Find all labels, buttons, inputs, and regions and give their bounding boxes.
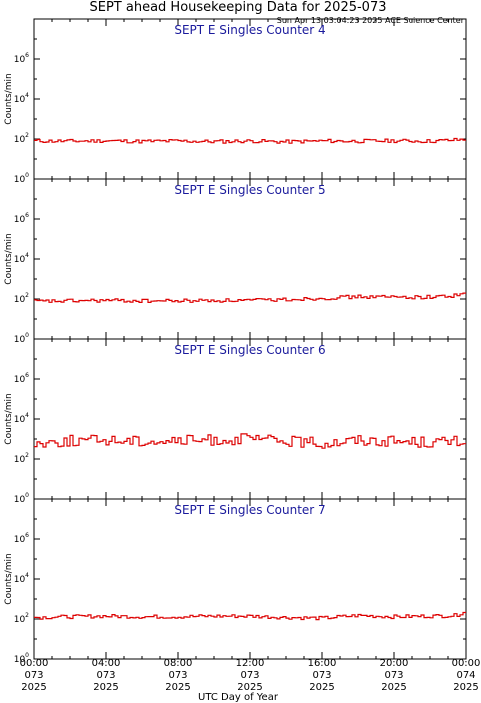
x-tick-label: 16:00 [308, 658, 337, 669]
x-tick-label: 073 [96, 670, 115, 681]
y-tick-label: 106 [14, 212, 29, 225]
x-tick-label: 04:00 [92, 658, 121, 669]
x-tick-label: 00:00 [20, 658, 49, 669]
x-tick-label: 073 [384, 670, 403, 681]
y-axis-label: Counts/min [4, 233, 14, 284]
x-tick-label: 2025 [381, 682, 406, 693]
y-tick-label: 100 [14, 652, 29, 665]
y-tick-label: 102 [14, 292, 29, 305]
y-tick-label: 102 [14, 452, 29, 465]
x-tick-label: 12:00 [236, 658, 265, 669]
plot-frame [33, 498, 467, 660]
y-tick-label: 100 [14, 332, 29, 345]
y-tick-label: 106 [14, 52, 29, 65]
x-tick-label: 20:00 [380, 658, 409, 669]
panel-title: SEPT E Singles Counter 4 [174, 23, 325, 37]
x-tick-label: 073 [312, 670, 331, 681]
data-series-line [34, 433, 466, 449]
x-tick-label: 074 [456, 670, 475, 681]
panel-title: SEPT E Singles Counter 5 [174, 183, 325, 197]
x-tick-label: 073 [240, 670, 259, 681]
plot-frame [33, 338, 467, 500]
y-axis-label: Counts/min [4, 393, 14, 444]
y-tick-label: 100 [14, 172, 29, 185]
data-series-line [34, 137, 466, 144]
y-tick-label: 102 [14, 612, 29, 625]
y-axis-label: Counts/min [4, 553, 14, 604]
x-tick-label: 2025 [165, 682, 190, 693]
x-tick-label: 2025 [93, 682, 118, 693]
timestamp-label: Sun Apr 13 03:04:23 2025 ACE Science Cen… [277, 16, 465, 25]
x-tick-label: 00:00 [452, 658, 481, 669]
x-tick-label: 08:00 [164, 658, 193, 669]
panel-title: SEPT E Singles Counter 6 [174, 343, 325, 357]
x-tick-label: 2025 [237, 682, 262, 693]
y-tick-label: 102 [14, 132, 29, 145]
x-tick-label: 2025 [309, 682, 334, 693]
figure-title: SEPT ahead Housekeeping Data for 2025-07… [90, 0, 387, 15]
data-series-line [34, 611, 466, 621]
y-tick-label: 100 [14, 492, 29, 505]
data-series-line [34, 292, 466, 303]
plot-frame [33, 18, 467, 180]
y-tick-label: 104 [14, 412, 29, 425]
y-tick-label: 106 [14, 532, 29, 545]
plot-frame [33, 178, 467, 340]
y-tick-label: 104 [14, 252, 29, 265]
y-tick-label: 104 [14, 572, 29, 585]
x-tick-label: 2025 [21, 682, 46, 693]
x-tick-label: 2025 [453, 682, 478, 693]
x-tick-label: 073 [24, 670, 43, 681]
x-tick-label: 073 [168, 670, 187, 681]
x-tick-labels: 00:00073202504:00073202508:00073202512:0… [20, 658, 481, 693]
y-tick-label: 106 [14, 372, 29, 385]
y-axis-label: Counts/min [4, 73, 14, 124]
panel-title: SEPT E Singles Counter 7 [174, 503, 325, 517]
x-axis-label: UTC Day of Year [198, 692, 279, 703]
y-tick-label: 104 [14, 92, 29, 105]
